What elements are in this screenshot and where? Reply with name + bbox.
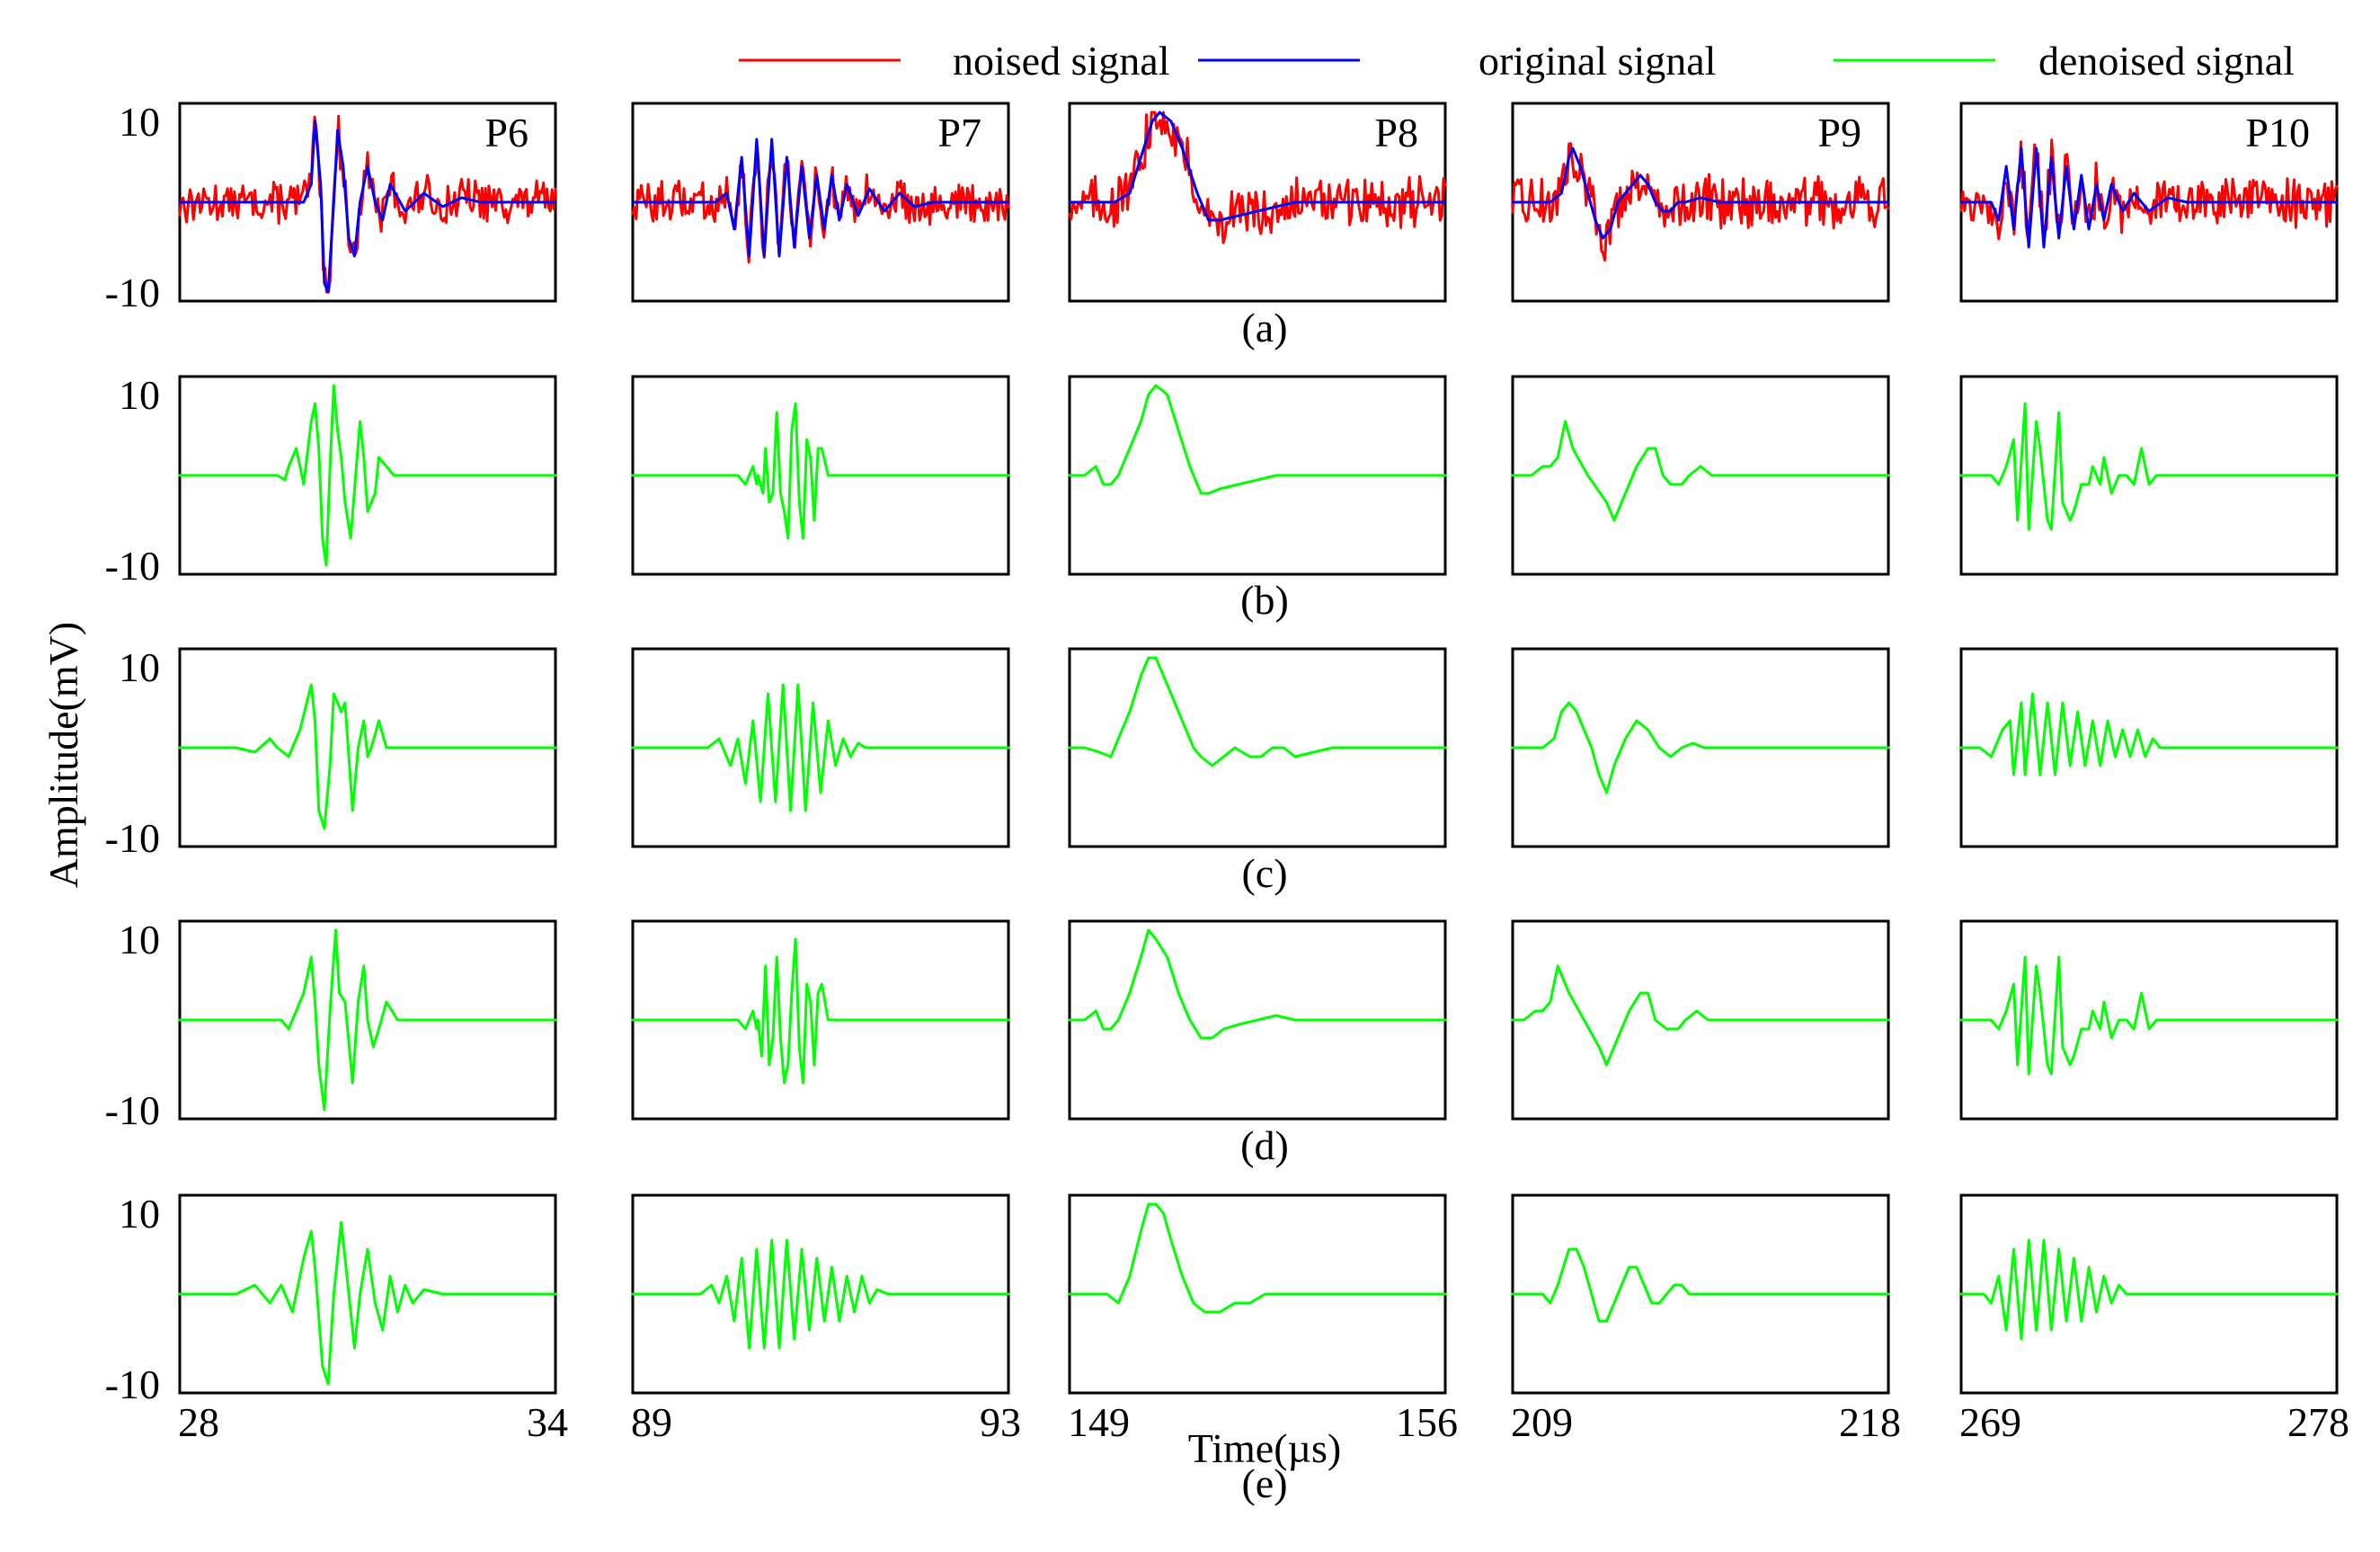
series-denoised-e-p6 xyxy=(178,1220,557,1386)
panel-name-p10: P10 xyxy=(2245,110,2310,155)
series-original-a-p8 xyxy=(1068,111,1447,222)
x-tick-label-start-p9: 209 xyxy=(1511,1399,1573,1445)
x-tick-label-end-p10: 278 xyxy=(2287,1399,2349,1445)
panel-name-p6: P6 xyxy=(484,110,528,155)
row-label-a: (a) xyxy=(1241,305,1287,350)
x-tick-label-start-p10: 269 xyxy=(1959,1399,2021,1445)
y-tick-label-top-d: 10 xyxy=(119,917,160,962)
series-original-a-p6 xyxy=(178,120,557,294)
y-tick-label-top-c: 10 xyxy=(119,644,160,690)
series-denoised-b-p7 xyxy=(631,402,1010,540)
series-denoised-e-p9 xyxy=(1511,1247,1890,1323)
x-tick-label-end-p9: 218 xyxy=(1839,1399,1901,1445)
series-denoised-b-p9 xyxy=(1511,420,1890,522)
series-denoised-b-p10 xyxy=(1959,402,2339,531)
panel-name-p8: P8 xyxy=(1374,110,1418,155)
x-tick-label-end-p7: 93 xyxy=(980,1399,1021,1445)
series-denoised-d-p8 xyxy=(1068,928,1447,1040)
series-denoised-c-p7 xyxy=(631,683,1010,812)
row-label-e: (e) xyxy=(1241,1460,1287,1506)
y-tick-label-bottom-c: -10 xyxy=(105,815,160,861)
series-denoised-c-p10 xyxy=(1959,692,2339,776)
legend-label-noised: noised signal xyxy=(953,38,1169,84)
series-denoised-e-p8 xyxy=(1068,1202,1447,1314)
y-tick-label-bottom-b: -10 xyxy=(105,543,160,589)
y-tick-label-bottom-d: -10 xyxy=(105,1087,160,1133)
legend-label-denoised: denoised signal xyxy=(2038,38,2295,84)
legend-label-original: original signal xyxy=(1479,38,1716,84)
row-label-d: (d) xyxy=(1240,1122,1289,1168)
series-denoised-c-p6 xyxy=(178,683,557,830)
series-noised-a-p9 xyxy=(1511,142,1890,262)
series-original-a-p9 xyxy=(1511,146,1890,240)
x-tick-label-start-p7: 89 xyxy=(631,1399,672,1445)
y-tick-label-top-e: 10 xyxy=(119,1191,160,1237)
x-tick-label-start-p6: 28 xyxy=(178,1399,219,1445)
row-label-c: (c) xyxy=(1241,850,1287,896)
x-tick-label-end-p6: 34 xyxy=(527,1399,568,1445)
series-denoised-c-p8 xyxy=(1068,656,1447,767)
y-tick-label-top-b: 10 xyxy=(119,372,160,418)
series-denoised-e-p7 xyxy=(631,1238,1010,1350)
y-tick-label-bottom-a: -10 xyxy=(105,270,160,315)
series-denoised-b-p8 xyxy=(1068,384,1447,495)
series-denoised-d-p9 xyxy=(1511,964,1890,1067)
series-denoised-c-p9 xyxy=(1511,701,1890,794)
panel-name-p9: P9 xyxy=(1817,110,1861,155)
y-axis-label: Amplitude(mV) xyxy=(40,622,86,888)
series-denoised-e-p10 xyxy=(1959,1238,2339,1341)
series-original-a-p10 xyxy=(1959,146,2339,249)
series-denoised-b-p6 xyxy=(178,384,557,567)
y-tick-label-top-a: 10 xyxy=(119,99,160,145)
row-label-b: (b) xyxy=(1240,577,1289,623)
x-tick-label-start-p8: 149 xyxy=(1068,1399,1130,1445)
series-denoised-d-p10 xyxy=(1959,955,2339,1076)
series-denoised-d-p7 xyxy=(631,937,1010,1085)
series-denoised-d-p6 xyxy=(178,928,557,1112)
panel-name-p7: P7 xyxy=(937,110,981,155)
series-original-a-p7 xyxy=(631,137,1010,258)
x-tick-label-end-p8: 156 xyxy=(1396,1399,1458,1445)
y-tick-label-bottom-e: -10 xyxy=(105,1361,160,1407)
x-axis-label: Time(µs) xyxy=(1188,1425,1342,1471)
